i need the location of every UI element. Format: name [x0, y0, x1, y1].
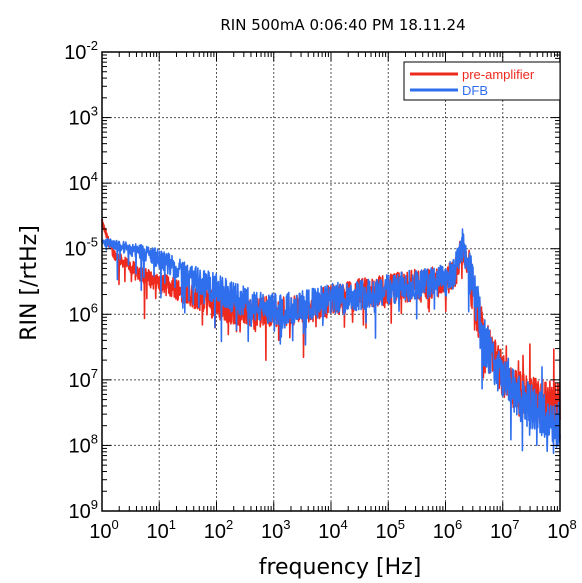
x-tick-label: 101: [147, 517, 176, 543]
series-line-dfb: [101, 228, 561, 454]
x-tick-label: 100: [89, 517, 118, 543]
y-tick-label: 104: [69, 169, 98, 195]
y-tick-label: 108: [69, 431, 98, 457]
y-tick-label: 106: [69, 300, 98, 326]
y-tick-label: 107: [69, 366, 98, 392]
x-tick-labels: 100 101 102 103 104 105 106 107 108: [89, 517, 576, 543]
x-tick-label: 106: [433, 517, 462, 543]
x-tick-label: 102: [204, 517, 233, 543]
y-tick-label: 10-5: [64, 235, 98, 261]
y-axis-title: RIN [/rtHz]: [17, 225, 42, 341]
legend-label-pre-amplifier: pre-amplifier: [462, 67, 535, 82]
grid-lines: [102, 52, 560, 511]
y-tick-label: 109: [69, 497, 98, 523]
x-tick-label: 104: [318, 517, 347, 543]
y-tick-label: 103: [69, 104, 98, 130]
x-tick-label: 108: [547, 517, 576, 543]
x-tick-label: 107: [490, 517, 519, 543]
legend-box: [403, 61, 561, 101]
series-layer: [101, 218, 561, 454]
legend: pre-amplifier DFB: [403, 61, 561, 101]
chart-title: RIN 500mA 0:06:40 PM 18.11.24: [220, 16, 465, 34]
x-axis-title: frequency [Hz]: [259, 555, 422, 580]
y-tick-label: 10-2: [64, 38, 98, 64]
y-tick-labels: 10-2 103 104 10-5 106 107 108 109: [64, 38, 98, 523]
x-tick-label: 103: [261, 517, 290, 543]
x-tick-label: 105: [376, 517, 405, 543]
legend-label-dfb: DFB: [462, 83, 488, 98]
